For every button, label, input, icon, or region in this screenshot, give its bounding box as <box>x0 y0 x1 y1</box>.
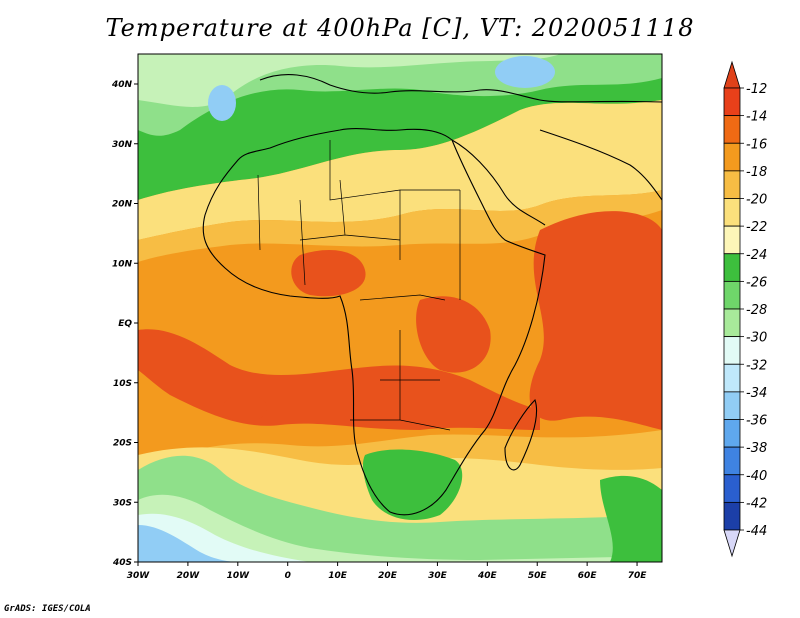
lat-tick-label: 20N <box>112 200 133 210</box>
lat-tick-label: 10S <box>113 379 132 389</box>
colorbar-swatch <box>723 501 741 531</box>
colorbar-swatch <box>723 308 741 338</box>
colorbar-label: -14 <box>746 110 767 125</box>
lon-tick-label: 50E <box>528 571 548 581</box>
grads-credit: GrADS: IGES/COLA <box>4 604 91 614</box>
colorbar-swatch <box>723 253 741 282</box>
lat-tick-label: EQ <box>118 319 132 329</box>
arabian-coast <box>539 129 662 201</box>
lon-tick-label: 0 <box>285 571 291 581</box>
map-frame <box>137 53 663 563</box>
green-band-southeast <box>600 475 662 562</box>
pale-green-band-south <box>138 494 662 562</box>
latitude-axis: 40N 30N 20N 10N EQ 10S 20S 30S 40S <box>111 80 138 568</box>
lon-tick-label: 30E <box>428 571 448 581</box>
colorbar-swatch <box>723 115 741 144</box>
red-sea-coast <box>451 139 546 226</box>
coastlines <box>202 74 662 516</box>
warm-core-indian-ocean <box>529 211 662 430</box>
warm-spot-south-atlantic <box>223 394 267 422</box>
cold-pocket-middle-east <box>495 56 555 88</box>
colorbar-swatch <box>723 446 741 476</box>
yellow-band-north <box>138 100 662 240</box>
lon-tick-label: 20W <box>177 571 201 581</box>
lat-tick-label: 40S <box>112 558 132 568</box>
colorbar-label: -34 <box>746 386 767 401</box>
lon-tick-label: 10W <box>227 571 251 581</box>
temperature-field <box>138 54 662 562</box>
colorbar-label: -40 <box>746 469 767 484</box>
longitude-axis: 30W 20W 10W 0 10E 20E 30E 40E 50E 60E 70E <box>127 562 647 581</box>
colorbar-swatch <box>723 419 741 448</box>
blue-band-south <box>138 525 240 562</box>
colorbar-swatch <box>723 198 741 227</box>
colorbar-swatch <box>723 170 741 199</box>
light-green-band-south <box>138 455 662 562</box>
lat-tick-label: 30N <box>112 140 133 150</box>
lat-tick-label: 20S <box>113 439 132 449</box>
colorbar-label: -18 <box>746 165 767 180</box>
colorbar-top-cap <box>723 60 741 89</box>
pale-green-band-north <box>138 54 560 107</box>
colorbar-label: -22 <box>746 220 767 235</box>
lon-tick-label: 40E <box>477 571 498 581</box>
colorbar-label: -42 <box>746 496 767 511</box>
colorbar-label: -20 <box>746 193 767 208</box>
colorbar-swatch <box>723 474 741 503</box>
colorbar-label: -16 <box>746 137 767 152</box>
africa-coastline <box>202 128 546 516</box>
colorbar-swatch <box>723 87 741 117</box>
colorbar-label: -26 <box>746 275 767 290</box>
warm-core-east-africa <box>416 296 491 373</box>
lon-tick-label: 20E <box>378 571 398 581</box>
colorbar-label: -12 <box>746 82 767 97</box>
colorbar-swatch <box>723 336 741 365</box>
colorbar-label: -30 <box>746 331 767 346</box>
colorbar-label: -24 <box>746 248 767 263</box>
chart-title: Temperature at 400hPa [C], VT: 202005111… <box>105 14 695 42</box>
madagascar-coastline <box>504 398 538 471</box>
lon-tick-label: 30W <box>127 571 151 581</box>
mediterranean-coast <box>259 74 662 103</box>
colorbar-bottom-cap <box>723 529 741 558</box>
colorbar: -12 -14 -16 -18 -20 -22 -24 -26 -28 -30 -32 -34 -36 -… <box>723 60 767 558</box>
colorbar-label: -36 <box>746 414 767 429</box>
lon-tick-label: 10E <box>328 571 348 581</box>
colorbar-label: -28 <box>746 303 767 318</box>
lon-tick-label: 60E <box>578 571 598 581</box>
colorbar-swatch <box>723 142 741 172</box>
country-borders <box>257 140 461 431</box>
border-lines <box>257 140 461 431</box>
cold-pocket-atlantic <box>208 85 236 121</box>
colorbar-swatch <box>723 225 741 255</box>
colorbar-swatch <box>723 280 741 310</box>
colorbar-label: -44 <box>746 524 767 539</box>
lat-tick-label: 10N <box>112 259 133 269</box>
lon-tick-label: 70E <box>628 571 648 581</box>
lat-tick-label: 30S <box>113 498 132 508</box>
warm-core-west-africa <box>291 250 366 297</box>
green-southern-africa <box>362 449 463 520</box>
colorbar-label: -38 <box>746 441 767 456</box>
colorbar-label: -32 <box>746 358 767 373</box>
colorbar-swatch <box>723 391 741 420</box>
colorbar-swatch <box>723 363 741 393</box>
lat-tick-label: 40N <box>111 80 133 90</box>
